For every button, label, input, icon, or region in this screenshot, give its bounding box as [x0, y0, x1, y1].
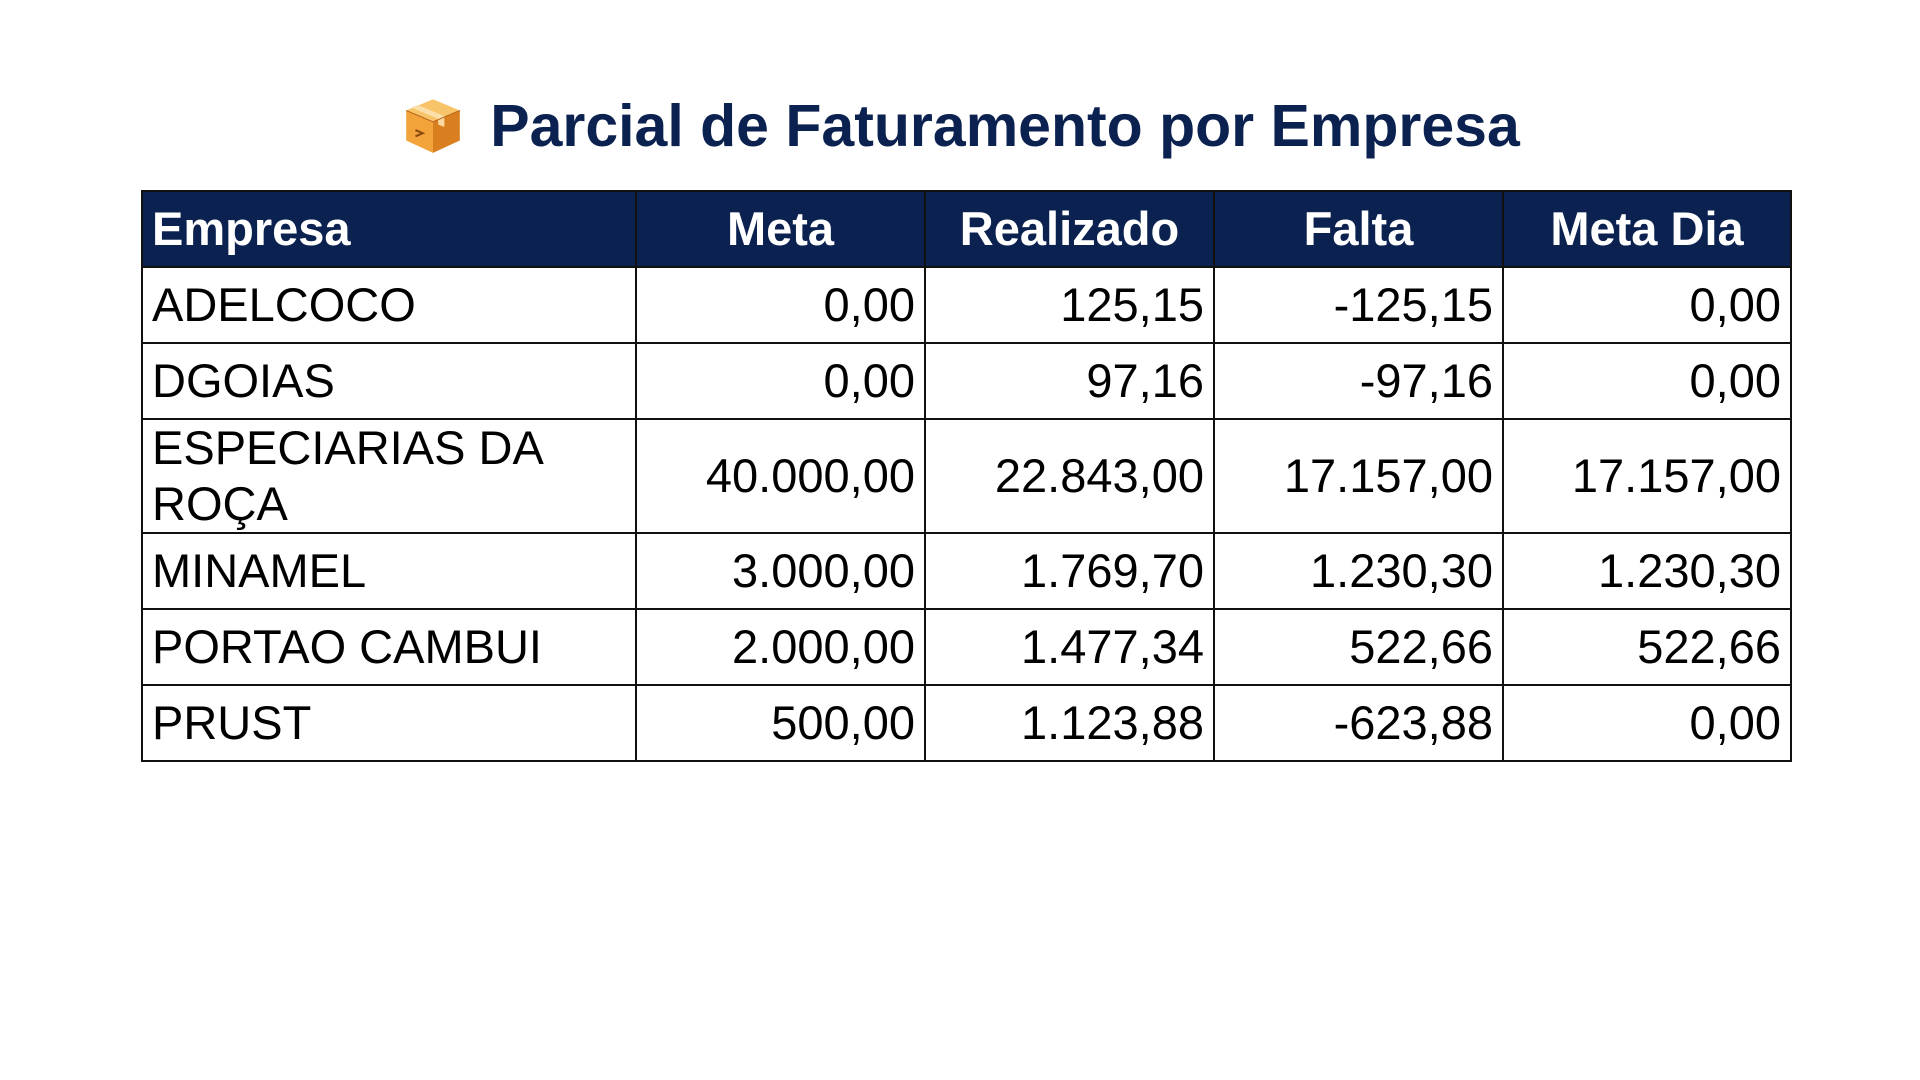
table-row: ADELCOCO 0,00 125,15 -125,15 0,00	[141, 266, 1792, 344]
column-header-meta: Meta	[635, 190, 926, 268]
cell-realizado: 22.843,00	[924, 418, 1215, 534]
cell-realizado: 1.477,34	[924, 608, 1215, 686]
cell-falta: 522,66	[1213, 608, 1504, 686]
cell-empresa: MINAMEL	[141, 532, 637, 610]
cell-realizado: 1.769,70	[924, 532, 1215, 610]
cell-empresa: PORTAO CAMBUI	[141, 608, 637, 686]
table-row: ESPECIARIAS DA ROÇA 40.000,00 22.843,00 …	[141, 418, 1792, 534]
cell-meta: 0,00	[635, 342, 926, 420]
cell-meta-dia: 0,00	[1502, 684, 1792, 762]
cell-falta: -623,88	[1213, 684, 1504, 762]
column-header-empresa: Empresa	[141, 190, 637, 268]
cell-meta-dia: 17.157,00	[1502, 418, 1792, 534]
page-title: Parcial de Faturamento por Empresa	[490, 92, 1520, 159]
table-row: MINAMEL 3.000,00 1.769,70 1.230,30 1.230…	[141, 532, 1792, 610]
cell-falta: 17.157,00	[1213, 418, 1504, 534]
cell-falta: -125,15	[1213, 266, 1504, 344]
cell-meta: 3.000,00	[635, 532, 926, 610]
cell-empresa: ADELCOCO	[141, 266, 637, 344]
cell-realizado: 97,16	[924, 342, 1215, 420]
billing-table: Empresa Meta Realizado Falta Meta Dia AD…	[141, 190, 1792, 762]
header-row: Empresa Meta Realizado Falta Meta Dia	[141, 190, 1792, 268]
cell-meta: 0,00	[635, 266, 926, 344]
cell-realizado: 1.123,88	[924, 684, 1215, 762]
cell-realizado: 125,15	[924, 266, 1215, 344]
cell-empresa: ESPECIARIAS DA ROÇA	[141, 418, 637, 534]
table-row: DGOIAS 0,00 97,16 -97,16 0,00	[141, 342, 1792, 420]
cell-falta: -97,16	[1213, 342, 1504, 420]
column-header-realizado: Realizado	[924, 190, 1215, 268]
table-body: ADELCOCO 0,00 125,15 -125,15 0,00 DGOIAS…	[141, 266, 1792, 762]
cell-meta-dia: 0,00	[1502, 342, 1792, 420]
cell-meta-dia: 1.230,30	[1502, 532, 1792, 610]
page-header: Parcial de Faturamento por Empresa	[0, 86, 1920, 166]
cell-meta-dia: 522,66	[1502, 608, 1792, 686]
table-row: PORTAO CAMBUI 2.000,00 1.477,34 522,66 5…	[141, 608, 1792, 686]
cell-meta-dia: 0,00	[1502, 266, 1792, 344]
column-header-falta: Falta	[1213, 190, 1504, 268]
cell-falta: 1.230,30	[1213, 532, 1504, 610]
table-row: PRUST 500,00 1.123,88 -623,88 0,00	[141, 684, 1792, 762]
cell-empresa: PRUST	[141, 684, 637, 762]
cell-meta: 40.000,00	[635, 418, 926, 534]
table-header: Empresa Meta Realizado Falta Meta Dia	[141, 190, 1792, 268]
cell-empresa: DGOIAS	[141, 342, 637, 420]
package-box-icon	[406, 99, 461, 153]
column-header-meta-dia: Meta Dia	[1502, 190, 1792, 268]
cell-meta: 500,00	[635, 684, 926, 762]
cell-meta: 2.000,00	[635, 608, 926, 686]
